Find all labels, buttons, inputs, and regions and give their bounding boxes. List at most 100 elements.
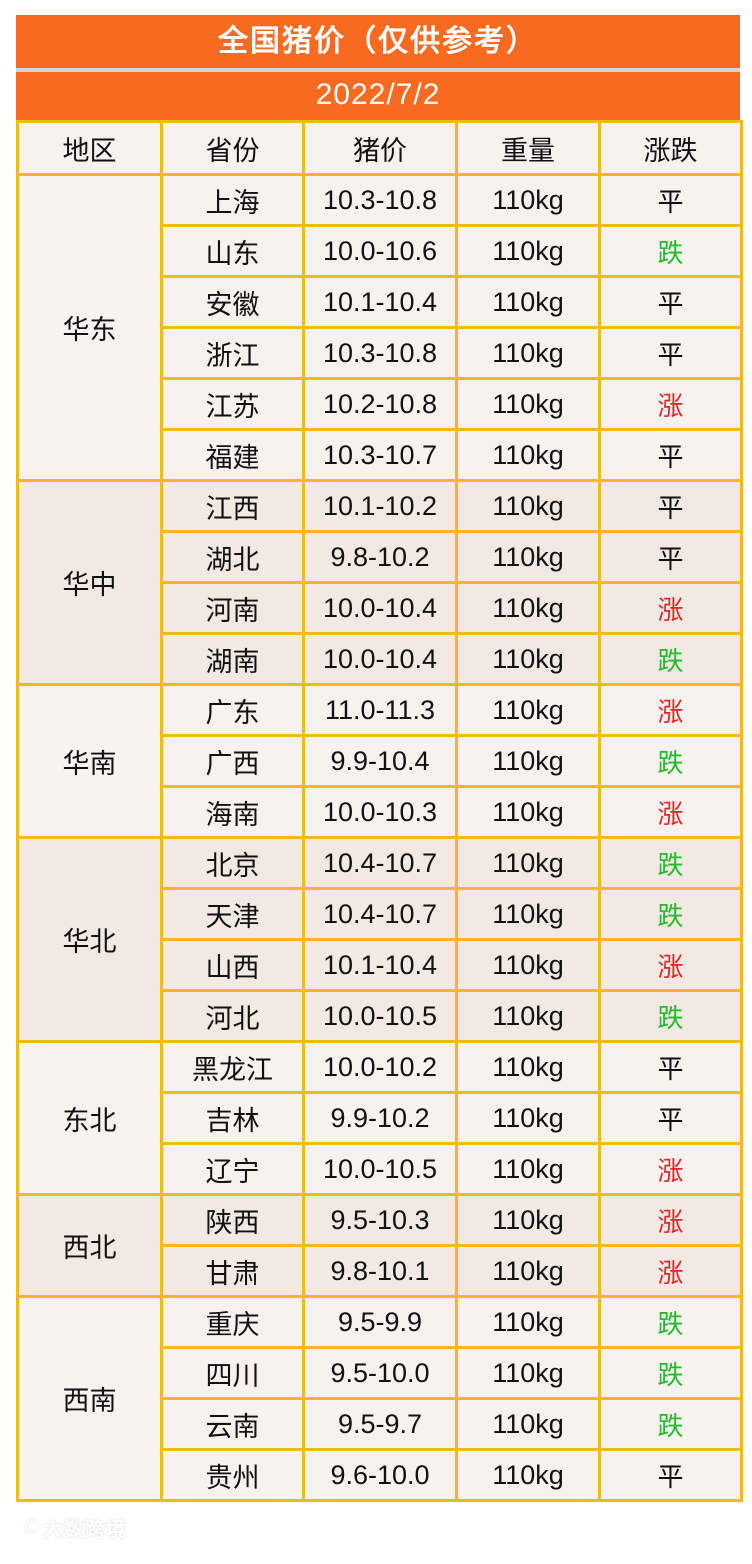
weight-cell: 110kg (455, 1193, 601, 1247)
banner-divider (16, 68, 740, 72)
trend-cell: 涨 (598, 581, 743, 635)
province-cell: 云南 (160, 1397, 305, 1451)
trend-cell: 跌 (598, 734, 743, 788)
table-row: 辽宁 10.0-10.5 110kg 涨 (18, 1142, 743, 1196)
province-cell: 福建 (160, 428, 305, 482)
weight-cell: 110kg (455, 428, 601, 482)
trend-cell: 跌 (598, 1346, 743, 1400)
table-row: 福建 10.3-10.7 110kg 平 (18, 428, 743, 482)
trend-cell: 平 (598, 1091, 743, 1145)
price-cell: 9.8-10.2 (302, 530, 458, 584)
price-cell: 10.2-10.8 (302, 377, 458, 431)
table-row: 甘肃 9.8-10.1 110kg 涨 (18, 1244, 743, 1298)
weight-cell: 110kg (455, 632, 601, 686)
weight-cell: 110kg (455, 1346, 601, 1400)
table-row: 浙江 10.3-10.8 110kg 平 (18, 326, 743, 380)
table-row: 河南 10.0-10.4 110kg 涨 (18, 581, 743, 635)
table-row: 天津 10.4-10.7 110kg 跌 (18, 887, 743, 941)
province-cell: 甘肃 (160, 1244, 305, 1298)
column-header-province: 省份 (160, 120, 305, 176)
trend-cell: 平 (598, 326, 743, 380)
price-cell: 10.0-10.3 (302, 785, 458, 839)
table-row: 山西 10.1-10.4 110kg 涨 (18, 938, 743, 992)
watermark: C 大数跨境 (24, 1513, 127, 1542)
province-cell: 安徽 (160, 275, 305, 329)
price-cell: 10.4-10.7 (302, 836, 458, 890)
watermark-logo-icon: C (24, 1516, 38, 1538)
trend-cell: 平 (598, 173, 743, 227)
price-cell: 9.6-10.0 (302, 1448, 458, 1502)
price-cell: 10.0-10.4 (302, 581, 458, 635)
province-cell: 四川 (160, 1346, 305, 1400)
province-cell: 上海 (160, 173, 305, 227)
province-cell: 北京 (160, 836, 305, 890)
price-cell: 10.0-10.5 (302, 1142, 458, 1196)
region-cell: 华南 (16, 683, 163, 839)
price-cell: 10.3-10.8 (302, 173, 458, 227)
province-cell: 黑龙江 (160, 1040, 305, 1094)
weight-cell: 110kg (455, 581, 601, 635)
table-row: 西北 陕西 9.5-10.3 110kg 涨 (16, 1193, 743, 1298)
price-cell: 9.5-9.9 (302, 1295, 458, 1349)
region-cell: 华中 (16, 479, 163, 686)
page-title: 全国猪价（仅供参考） (218, 25, 538, 58)
table-row: 江苏 10.2-10.8 110kg 涨 (18, 377, 743, 431)
province-cell: 河南 (160, 581, 305, 635)
region-cell: 东北 (16, 1040, 163, 1196)
column-header-trend: 涨跌 (598, 120, 743, 176)
province-cell: 山西 (160, 938, 305, 992)
table-row: 东北 黑龙江 10.0-10.2 110kg 平 (16, 1040, 743, 1196)
weight-cell: 110kg (455, 1295, 601, 1349)
weight-cell: 110kg (455, 989, 601, 1043)
trend-cell: 跌 (598, 632, 743, 686)
province-cell: 河北 (160, 989, 305, 1043)
trend-cell: 涨 (598, 683, 743, 737)
price-cell: 10.1-10.2 (302, 479, 458, 533)
province-cell: 贵州 (160, 1448, 305, 1502)
weight-cell: 110kg (455, 479, 601, 533)
trend-cell: 平 (598, 428, 743, 482)
table-head: 地区 省份 猪价 重量 涨跌 (16, 120, 743, 176)
trend-cell: 跌 (598, 836, 743, 890)
price-cell: 10.0-10.6 (302, 224, 458, 278)
price-cell: 10.1-10.4 (302, 938, 458, 992)
table-row: 河北 10.0-10.5 110kg 跌 (18, 989, 743, 1043)
province-cell: 湖北 (160, 530, 305, 584)
trend-cell: 跌 (598, 887, 743, 941)
region-cell: 华东 (16, 173, 163, 482)
weight-cell: 110kg (455, 530, 601, 584)
trend-cell: 涨 (598, 785, 743, 839)
weight-cell: 110kg (455, 785, 601, 839)
province-cell: 广西 (160, 734, 305, 788)
price-cell: 10.3-10.8 (302, 326, 458, 380)
trend-cell: 涨 (598, 938, 743, 992)
weight-cell: 110kg (455, 938, 601, 992)
weight-cell: 110kg (455, 887, 601, 941)
weight-cell: 110kg (455, 1397, 601, 1451)
column-header-weight: 重量 (455, 120, 601, 176)
report-date: 2022/7/2 (315, 78, 441, 111)
region-cell: 西北 (16, 1193, 163, 1298)
province-cell: 江苏 (160, 377, 305, 431)
price-cell: 10.0-10.5 (302, 989, 458, 1043)
table-row: 四川 9.5-10.0 110kg 跌 (18, 1346, 743, 1400)
province-cell: 海南 (160, 785, 305, 839)
province-cell: 陕西 (160, 1193, 305, 1247)
price-cell: 10.4-10.7 (302, 887, 458, 941)
table-row: 云南 9.5-9.7 110kg 跌 (18, 1397, 743, 1451)
weight-cell: 110kg (455, 1040, 601, 1094)
weight-cell: 110kg (455, 683, 601, 737)
province-cell: 江西 (160, 479, 305, 533)
weight-cell: 110kg (455, 377, 601, 431)
trend-cell: 平 (598, 1448, 743, 1502)
province-cell: 天津 (160, 887, 305, 941)
table-row: 吉林 9.9-10.2 110kg 平 (18, 1091, 743, 1145)
price-sheet: 全国猪价（仅供参考） 2022/7/2 地区 省份 猪价 重量 涨跌 华东 上海 1… (16, 15, 743, 1548)
price-cell: 10.0-10.2 (302, 1040, 458, 1094)
trend-cell: 平 (598, 479, 743, 533)
province-cell: 湖南 (160, 632, 305, 686)
weight-cell: 110kg (455, 1142, 601, 1196)
province-cell: 广东 (160, 683, 305, 737)
table-row: 海南 10.0-10.3 110kg 涨 (18, 785, 743, 839)
weight-cell: 110kg (455, 1244, 601, 1298)
